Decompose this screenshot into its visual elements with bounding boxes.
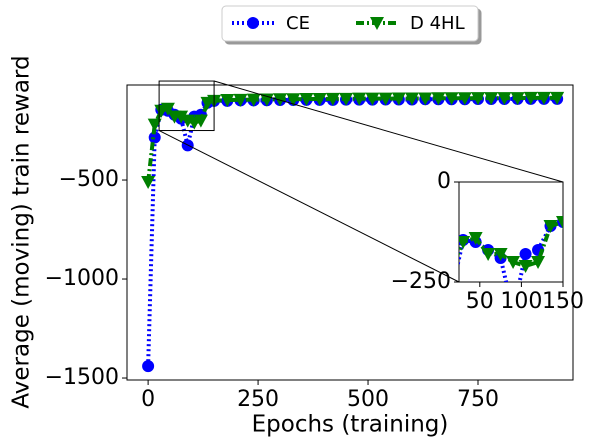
- marker: [506, 256, 521, 269]
- marker: [418, 92, 433, 106]
- legend-box: [221, 5, 479, 42]
- marker: [220, 94, 235, 108]
- marker: [470, 92, 485, 106]
- x-tick-label: 750: [457, 387, 499, 412]
- legend-label: D 4HL: [410, 13, 465, 34]
- y-tick-label: 0: [437, 169, 451, 194]
- marker: [519, 248, 532, 260]
- marker: [312, 93, 327, 107]
- marker: [550, 91, 565, 105]
- y-tick-label: −250: [391, 269, 451, 294]
- zoom-connector: [213, 80, 564, 183]
- marker: [259, 93, 274, 107]
- y-axis-label: Average (moving) train reward: [9, 55, 35, 408]
- legend-marker: [247, 17, 259, 29]
- marker: [325, 92, 340, 106]
- x-tick-label: 250: [237, 387, 279, 412]
- legend-label: CE: [286, 13, 310, 34]
- marker: [352, 92, 367, 106]
- marker: [339, 92, 354, 106]
- zoom-connector: [158, 130, 460, 283]
- marker: [459, 236, 471, 249]
- marker: [246, 93, 261, 107]
- marker: [468, 232, 483, 245]
- marker: [141, 176, 156, 190]
- legend-marker: [370, 17, 384, 30]
- marker: [518, 260, 533, 273]
- zoom-box: [158, 80, 215, 132]
- x-tick-label: 100: [500, 289, 542, 314]
- marker: [523, 91, 538, 105]
- marker: [536, 91, 551, 105]
- marker: [431, 380, 445, 393]
- marker: [365, 92, 380, 106]
- marker: [582, 216, 594, 228]
- marker: [286, 93, 301, 107]
- marker: [556, 216, 563, 229]
- marker: [531, 256, 546, 269]
- marker: [497, 92, 512, 106]
- marker: [147, 118, 162, 132]
- marker: [142, 360, 155, 373]
- y-tick-label: −1500: [45, 365, 119, 390]
- marker: [193, 114, 208, 128]
- marker: [391, 92, 406, 106]
- x-tick-label: 50: [466, 289, 494, 314]
- y-tick-label: −1000: [45, 266, 119, 291]
- marker: [484, 92, 499, 106]
- marker: [233, 93, 248, 107]
- marker: [431, 92, 446, 106]
- marker: [148, 131, 161, 144]
- x-axis-label: Epochs (training): [252, 412, 449, 438]
- legend: CE D 4HL: [221, 5, 479, 42]
- marker: [378, 92, 393, 106]
- marker: [444, 92, 459, 106]
- marker: [457, 92, 472, 106]
- marker: [493, 248, 508, 261]
- x-tick-label: 150: [542, 289, 584, 314]
- marker: [174, 110, 189, 124]
- marker: [581, 214, 594, 227]
- marker: [481, 248, 496, 261]
- y-tick-label: −500: [59, 167, 119, 192]
- marker: [543, 220, 558, 233]
- marker: [299, 93, 314, 107]
- x-tick-label: 500: [347, 387, 389, 412]
- marker: [160, 102, 175, 116]
- marker: [510, 92, 525, 106]
- x-tick-label: 0: [141, 387, 155, 412]
- marker: [405, 92, 420, 106]
